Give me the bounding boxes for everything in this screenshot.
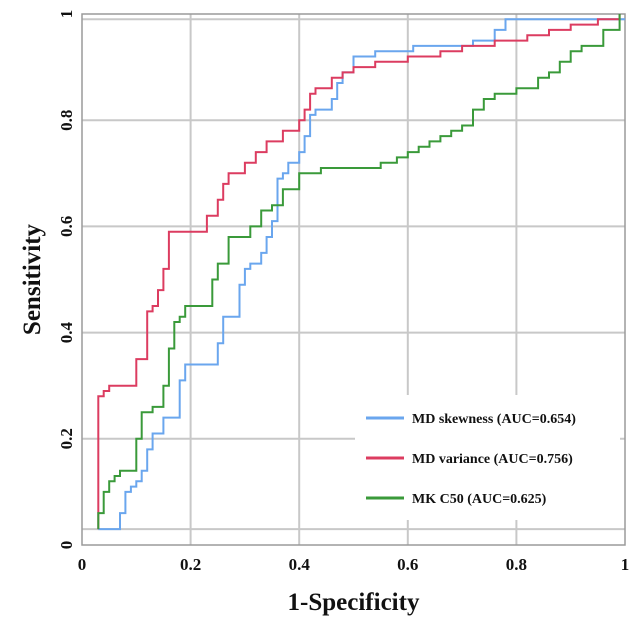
series-group	[97, 14, 625, 531]
y-axis-title: Sensitivity	[19, 223, 46, 335]
y-tick-label: 0.4	[57, 321, 76, 343]
x-tick-label: 1	[621, 555, 630, 574]
plot-frame	[81, 13, 626, 546]
y-tick-label: 1	[57, 10, 76, 19]
x-tick-label: 0.8	[506, 555, 527, 574]
y-tick-label: 0.6	[57, 216, 76, 237]
series-line-3	[97, 14, 621, 530]
y-tick-label: 0.8	[57, 110, 76, 131]
legend: MD skewness (AUC=0.654) MD variance (AUC=…	[355, 395, 620, 520]
x-tick-label: 0	[78, 555, 87, 574]
x-tick-label: 0.2	[180, 555, 201, 574]
y-tick-label: 0.2	[57, 428, 76, 449]
legend-label-3: MK C50 (AUC=0.625)	[412, 492, 547, 507]
legend-label-1: MD skewness (AUC=0.654)	[412, 412, 576, 427]
x-tick-label: 0.6	[397, 555, 418, 574]
legend-label-2: MD variance (AUC=0.756)	[412, 452, 573, 467]
series-line-2	[97, 14, 621, 530]
x-axis-title: 1-Specificity	[288, 589, 420, 616]
series-line-1	[98, 18, 625, 531]
x-tick-label: 0.4	[289, 555, 311, 574]
tick-labels: 0 0.2 0.4 0.6 0.8 1 0 0.2 0.4 0.6 0.8 1	[57, 10, 629, 574]
y-tick-label: 0	[57, 541, 76, 550]
